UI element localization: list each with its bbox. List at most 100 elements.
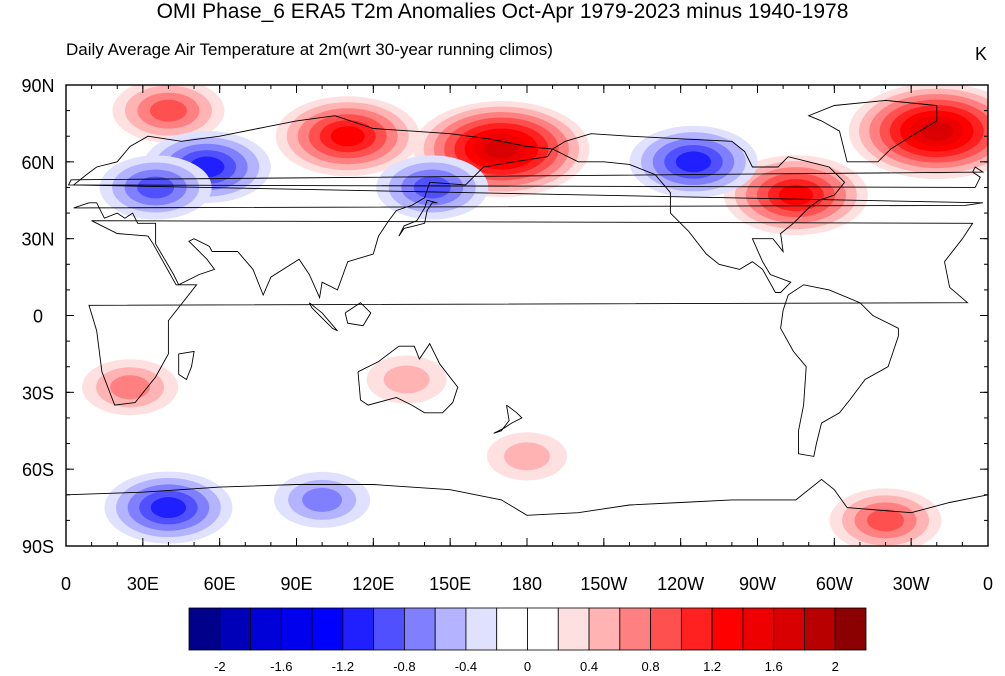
colorbar-box [465,607,498,651]
lon-tick-label: 150E [429,574,471,594]
anomaly-region [723,155,868,236]
lat-tick-label: 30S [22,383,54,403]
anomaly-contour [110,375,151,400]
coastline [780,284,899,457]
lon-tick-label: 90W [739,574,776,594]
colorbar-box [619,607,651,651]
colorbar-box [311,607,344,651]
lon-tick-label: 60E [204,574,236,594]
coastline [66,478,988,516]
lat-tick-label: 60S [22,460,54,480]
anomaly-region [366,355,447,404]
anomaly-region [82,359,179,416]
colorbar-box [650,607,682,651]
lon-tick-label: 90E [280,574,312,594]
colorbar-tick-label: -0.4 [455,659,477,674]
colorbar-box [773,607,805,651]
lon-tick-label: 60W [816,574,853,594]
coastline [72,115,983,300]
colorbar-tick-label: -1.2 [332,659,354,674]
colorbar-box [804,607,836,651]
lat-tick-label: 90S [22,537,54,557]
lon-tick-label: 120W [657,574,704,594]
anomaly-contour [504,442,550,471]
anomaly-region [112,85,225,143]
coastline [88,220,974,406]
colorbar-box [404,607,436,651]
lat-tick-label: 60N [21,153,54,173]
lat-tick-label: 30N [21,230,54,250]
anomaly-region [376,155,489,220]
anomaly-contour [149,99,187,122]
anomaly-region [99,155,212,220]
anomaly-contour [867,509,905,532]
anomaly-region [413,101,590,198]
plot-subtitle: Daily Average Air Temperature at 2m(wrt … [66,40,553,59]
colorbar-tick-label: 0 [524,659,531,674]
colorbar-box [588,607,621,651]
colorbar-box [496,607,528,651]
colorbar-tick-label: -2 [214,659,226,674]
coastline [344,302,372,327]
anomaly-field [82,85,988,546]
lon-tick-label: 150W [580,574,627,594]
coastline [493,404,523,434]
anomaly-contour [150,497,187,518]
colorbar-box [188,607,221,651]
coastline [398,199,438,237]
coastline [357,342,459,414]
colorbar-tick-label: -0.8 [393,659,415,674]
coastline [807,99,938,163]
axis-ticks: 90N 60N 30N 0 30S 60S 90S 0 30E 60E 90E 120E 150E 180… [21,76,993,594]
colorbar-tick-label: 1.2 [703,659,721,674]
colorbar-tick-label: 2 [832,659,839,674]
lon-tick-label: 180 [512,574,542,594]
colorbar-box [711,607,744,651]
colorbar-box [834,607,867,651]
coastline [67,166,985,188]
lon-tick-label: 0 [61,574,71,594]
colorbar-tick-label: -1.6 [270,659,292,674]
colorbar: -2 -1.6 -1.2 -0.8 -0.4 0 0.4 0.8 1.2 1.6 2 [188,607,867,674]
coastline [552,133,846,293]
colorbar-tick-label: 0.8 [642,659,660,674]
plot-title: OMI Phase_6 ERA5 T2m Anomalies Oct-Apr 1… [156,0,849,23]
colorbar-box [527,607,559,651]
lon-tick-label: 30W [893,574,930,594]
anomaly-contour [485,139,518,159]
colorbar-tick-label: 0.4 [580,659,598,674]
lat-tick-label: 90N [21,76,54,96]
anomaly-contour [330,126,365,147]
anomaly-contour [302,487,343,512]
coastline [178,350,195,381]
colorbar-box [373,607,405,651]
lon-tick-label: 0 [983,574,993,594]
coastlines [66,99,988,516]
lon-tick-label: 120E [352,574,394,594]
anomaly-contour [778,185,813,206]
anomaly-region [629,125,758,198]
colorbar-tick-label: 1.6 [765,659,783,674]
colorbar-box [250,607,282,651]
colorbar-box [342,607,375,651]
colorbar-box [680,607,713,651]
colorbar-box [434,607,467,651]
anomaly-contour [137,176,175,199]
anomaly-contour [920,121,954,141]
anomaly-region [275,96,420,177]
anomaly-contour [383,365,430,394]
anomaly-contour [675,151,712,173]
lon-tick-label: 30E [127,574,159,594]
anomaly-region [829,488,942,546]
units-label: K [974,44,987,64]
colorbar-box [280,607,313,651]
anomaly-region [274,471,371,528]
anomaly-region [487,432,567,481]
anomaly-contour [413,176,451,199]
coastline [308,302,338,332]
anomaly-region [104,471,233,544]
colorbar-box [742,607,775,651]
colorbar-box [557,607,590,651]
lat-tick-label: 0 [33,307,43,327]
